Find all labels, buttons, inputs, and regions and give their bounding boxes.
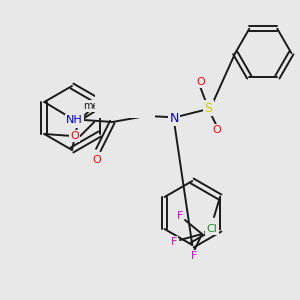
- Text: O: O: [196, 77, 205, 87]
- Text: N: N: [169, 112, 179, 124]
- Text: F: F: [177, 211, 183, 221]
- Text: methoxy: methoxy: [84, 101, 126, 111]
- Text: O: O: [92, 155, 101, 165]
- Text: S: S: [204, 101, 212, 115]
- Text: O: O: [212, 125, 221, 135]
- Text: F: F: [171, 237, 177, 247]
- Text: NH: NH: [66, 115, 83, 125]
- Text: O: O: [70, 131, 79, 141]
- Text: Cl: Cl: [207, 224, 218, 234]
- Text: F: F: [191, 251, 197, 261]
- Text: O: O: [74, 117, 82, 127]
- Bar: [95, 93, 155, 118]
